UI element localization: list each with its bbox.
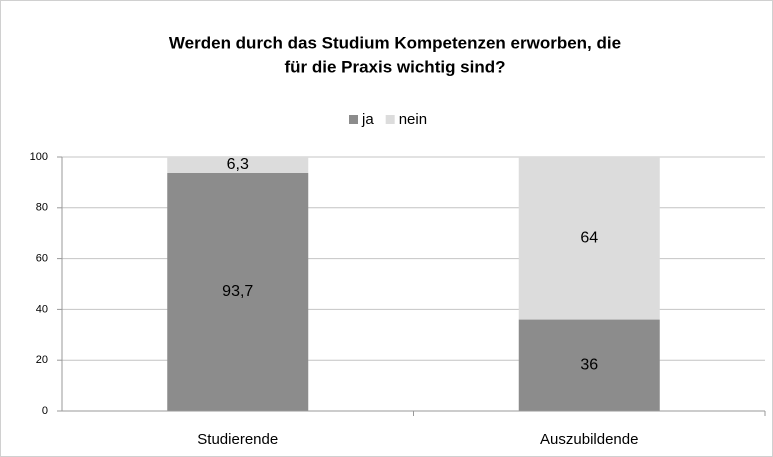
chart-title: für die Praxis wichtig sind?	[284, 57, 505, 76]
x-tick-label: Auszubildende	[540, 431, 638, 448]
data-label: 6,3	[227, 156, 249, 173]
y-tick-label: 0	[42, 405, 48, 417]
bar-segment	[167, 157, 309, 174]
y-tick-label: 100	[30, 151, 48, 163]
x-tick-label: Studierende	[197, 431, 278, 448]
bar-segment	[518, 319, 660, 411]
legend-label: nein	[399, 111, 427, 128]
data-label: 93,7	[222, 283, 253, 300]
legend-swatch	[349, 115, 358, 124]
bar-segment	[167, 173, 309, 411]
legend-swatch	[385, 115, 395, 124]
y-tick-label: 60	[36, 253, 48, 265]
y-tick-label: 40	[36, 303, 48, 315]
data-label: 64	[580, 229, 598, 246]
chart-title: Werden durch das Studium Kompetenzen erw…	[169, 33, 621, 52]
bar-segment	[518, 157, 660, 320]
legend-label: ja	[361, 111, 374, 128]
y-tick-label: 80	[36, 202, 48, 214]
y-tick-label: 20	[36, 354, 48, 366]
data-label: 36	[580, 356, 598, 373]
